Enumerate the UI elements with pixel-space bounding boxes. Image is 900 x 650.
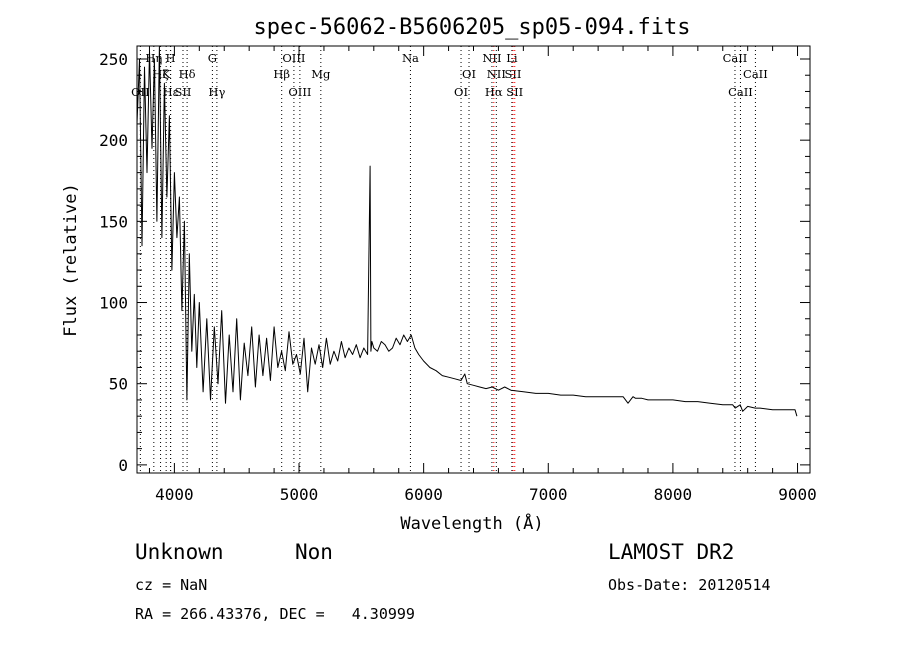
spectral-line-label: Li bbox=[506, 51, 518, 65]
chart-title: spec-56062-B5606205_sp05-094.fits bbox=[253, 15, 690, 40]
spectral-line-label: OIII bbox=[288, 85, 311, 99]
spectral-line-label: Hγ bbox=[208, 85, 225, 99]
spectral-line-label: OI bbox=[454, 85, 468, 99]
y-tick-label: 200 bbox=[99, 131, 128, 150]
spectral-line-label: CaII bbox=[723, 51, 748, 65]
y-tick-label: 100 bbox=[99, 294, 128, 313]
spectral-line-label: Hδ bbox=[179, 67, 196, 81]
spectrum-series bbox=[136, 45, 798, 417]
y-tick-label: 0 bbox=[118, 456, 128, 475]
spectral-line-label: CaII bbox=[728, 85, 753, 99]
spectral-line-label: Na bbox=[402, 51, 419, 65]
spectral-line-label: SII bbox=[506, 85, 523, 99]
plot-frame bbox=[136, 45, 811, 474]
coordinates: RA = 266.43376, DEC = 4.30999 bbox=[135, 605, 415, 623]
x-tick-label: 5000 bbox=[280, 485, 319, 504]
spectral-line-label: Hα bbox=[485, 85, 503, 99]
spectral-line-label: Mg bbox=[311, 67, 331, 81]
object-class: Unknown bbox=[135, 540, 224, 564]
spectral-line-label: Hβ bbox=[273, 67, 290, 81]
spectral-line-label: OI bbox=[462, 67, 476, 81]
y-tick-label: 150 bbox=[99, 212, 128, 231]
spectral-line-label: CaII bbox=[743, 67, 768, 81]
y-tick-label: 50 bbox=[109, 375, 128, 394]
spectral-line-label: K bbox=[162, 67, 171, 81]
spectral-line-label: SII bbox=[175, 85, 192, 99]
object-subclass: Non bbox=[295, 540, 333, 564]
observation-date: Obs-Date: 20120514 bbox=[608, 576, 771, 594]
spectral-line-label: OIII bbox=[282, 51, 305, 65]
spectral-line-label: SII bbox=[505, 67, 522, 81]
x-tick-label: 7000 bbox=[529, 485, 568, 504]
y-tick-label: 250 bbox=[99, 50, 128, 69]
spectral-line-label: NII bbox=[487, 67, 506, 81]
x-axis-label: Wavelength (Å) bbox=[400, 512, 543, 534]
spectrum-line bbox=[136, 45, 798, 417]
axes: 4000 5000 6000 7000 8000 9000 0 50 100 150 200 250 bbox=[99, 46, 817, 504]
spectral-line-label: NII bbox=[482, 51, 501, 65]
spectral-line-label: G bbox=[208, 51, 217, 65]
x-tick-label: 4000 bbox=[155, 485, 194, 504]
x-tick-label: 6000 bbox=[404, 485, 443, 504]
spectral-line-label: H bbox=[166, 51, 176, 65]
y-axis-label: Flux (relative) bbox=[61, 183, 81, 337]
survey-name: LAMOST DR2 bbox=[608, 540, 735, 564]
x-tick-label: 9000 bbox=[778, 485, 817, 504]
redshift-cz: cz = NaN bbox=[135, 576, 208, 594]
spectral-line-label: Hζ bbox=[152, 67, 168, 81]
spectral-line-label: Hε bbox=[163, 85, 179, 99]
x-tick-label: 8000 bbox=[654, 485, 693, 504]
